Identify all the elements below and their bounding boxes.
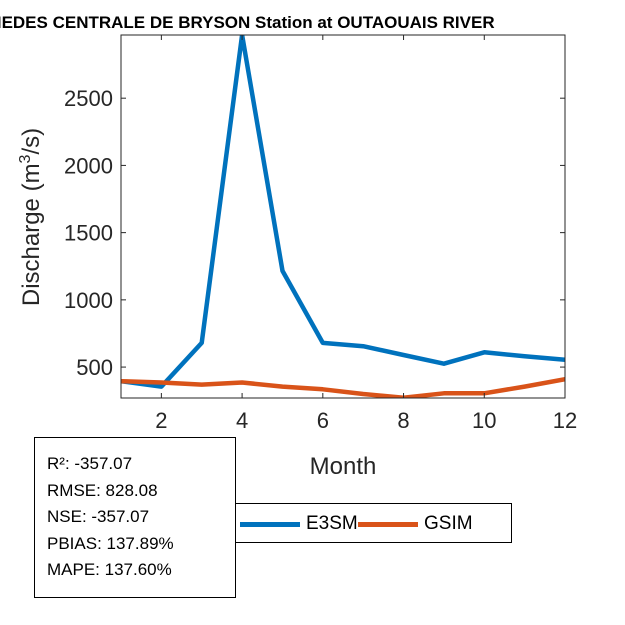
series-line-gsim [121, 376, 565, 398]
plot-area: 2 4 6 8 10 12 500 1000 1500 2000 2500 [64, 34, 577, 433]
x-tick-label-2: 2 [155, 408, 167, 433]
y-axis-label: Discharge (m3/s) [17, 128, 45, 306]
stat-pbias: PBIAS: 137.89% [47, 533, 174, 553]
stat-mape: MAPE: 137.60% [47, 560, 172, 579]
axes-box [120, 34, 566, 399]
y-tick-label-1500: 1500 [64, 221, 113, 246]
stats-box: R²: -357.07 RMSE: 828.08 NSE: -357.07 PB… [34, 437, 236, 598]
legend: E3SM GSIM [236, 503, 512, 543]
stat-r2: R²: -357.07 [47, 454, 133, 473]
y-axis-label-end: /s) [18, 128, 45, 155]
x-tick-label-12: 12 [553, 408, 577, 433]
y-tick-label-2500: 2500 [64, 86, 113, 111]
y-tick-label-2000: 2000 [64, 153, 113, 178]
legend-swatch-gsim [358, 521, 418, 527]
stat-rmse: RMSE: 828.08 [47, 480, 158, 500]
legend-swatch-e3sm [240, 521, 300, 527]
x-tick-label-10: 10 [472, 408, 496, 433]
legend-item-gsim: GSIM [358, 504, 473, 544]
y-tick-label-500: 500 [76, 355, 113, 380]
chart-title: MEDES CENTRALE DE BRYSON Station at OUTA… [0, 13, 495, 32]
series-line-e3sm [121, 35, 565, 389]
x-tick-label-8: 8 [397, 408, 409, 433]
legend-label-e3sm: E3SM [306, 513, 358, 534]
x-tick-label-4: 4 [236, 408, 248, 433]
y-axis-label-sup: 3 [17, 154, 34, 163]
x-axis-label: Month [310, 453, 377, 480]
y-tick-label-1000: 1000 [64, 288, 113, 313]
legend-label-gsim: GSIM [424, 513, 473, 534]
legend-item-e3sm: E3SM [240, 504, 358, 544]
stat-nse: NSE: -357.07 [47, 507, 150, 526]
y-axis-label-main: Discharge (m [18, 163, 45, 306]
x-tick-label-6: 6 [317, 408, 329, 433]
